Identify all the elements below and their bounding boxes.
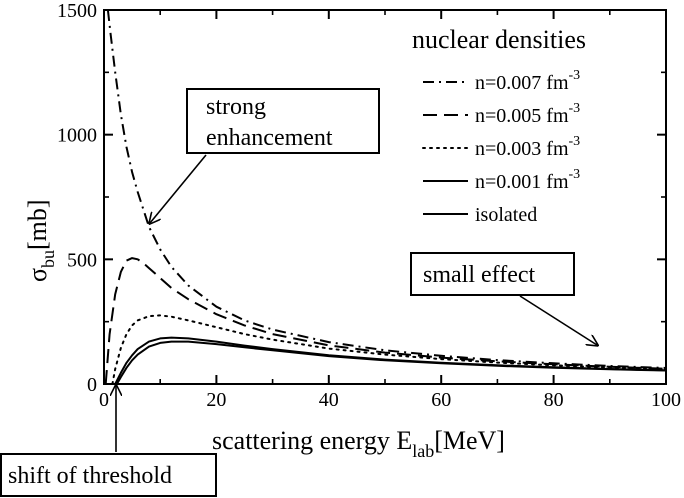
annotation-shift-of-threshold: shift of threshold (0, 386, 217, 497)
y-axis-title-unit: [mb] (23, 199, 52, 250)
plot-area-frame (103, 9, 667, 385)
y-axis-title-main: σ (23, 268, 52, 282)
annotation-box (410, 252, 575, 296)
y-axis-title-subscript: bu (38, 250, 58, 268)
x-axis-title: scattering energy Elab[MeV] (212, 426, 505, 461)
y-axis-title: σbu[mb] (23, 199, 58, 282)
series-line-1 (104, 257, 666, 384)
legend: nuclear densities n=0.007 fm-3 n=0.005 fm… (412, 25, 586, 226)
x-tick-label: 40 (319, 389, 339, 411)
x-axis-title-subscript: lab (412, 441, 434, 461)
legend-label-1: n=0.005 fm-3 (475, 101, 580, 127)
x-tick-label: 100 (651, 389, 681, 411)
series-layer (104, 10, 666, 384)
annotation-box (186, 88, 380, 154)
x-tick-label: 60 (431, 389, 451, 411)
annotation-text: small effect (423, 262, 536, 288)
annotation-arrow (519, 295, 597, 345)
x-tick-label: 0 (99, 389, 109, 411)
x-axis-title-unit: [MeV] (434, 426, 505, 455)
axis-ticks (103, 9, 667, 385)
annotation-small-effect: small effect (410, 252, 597, 345)
annotation-arrow (150, 154, 207, 223)
y-tick-label: 500 (67, 249, 97, 271)
series-line-2 (111, 314, 666, 384)
annotation-strong-enhancement: strong enhancement (150, 88, 380, 223)
legend-label-0: n=0.007 fm-3 (475, 68, 580, 94)
x-tick-label: 20 (206, 389, 226, 411)
x-tick-label: 80 (544, 389, 564, 411)
legend-label-2: n=0.003 fm-3 (475, 134, 580, 160)
y-tick-label: 1000 (57, 125, 97, 147)
series-line-0 (106, 10, 666, 369)
annotation-box (0, 453, 217, 497)
annotation-text-line2: enhancement (206, 125, 333, 151)
legend-label-4: isolated (475, 204, 537, 226)
legend-label-3: n=0.001 fm-3 (475, 167, 580, 193)
x-axis-title-main: scattering energy E (212, 426, 412, 455)
annotation-text-line1: strong (206, 94, 266, 120)
series-line-4 (116, 340, 666, 384)
legend-items: n=0.007 fm-3 n=0.005 fm-3 n=0.003 fm-3 n=0.… (422, 68, 580, 226)
y-tick-label: 1500 (57, 0, 97, 22)
legend-title: nuclear densities (412, 25, 586, 54)
y-tick-label: 0 (87, 374, 97, 396)
annotation-text: shift of threshold (8, 463, 172, 489)
